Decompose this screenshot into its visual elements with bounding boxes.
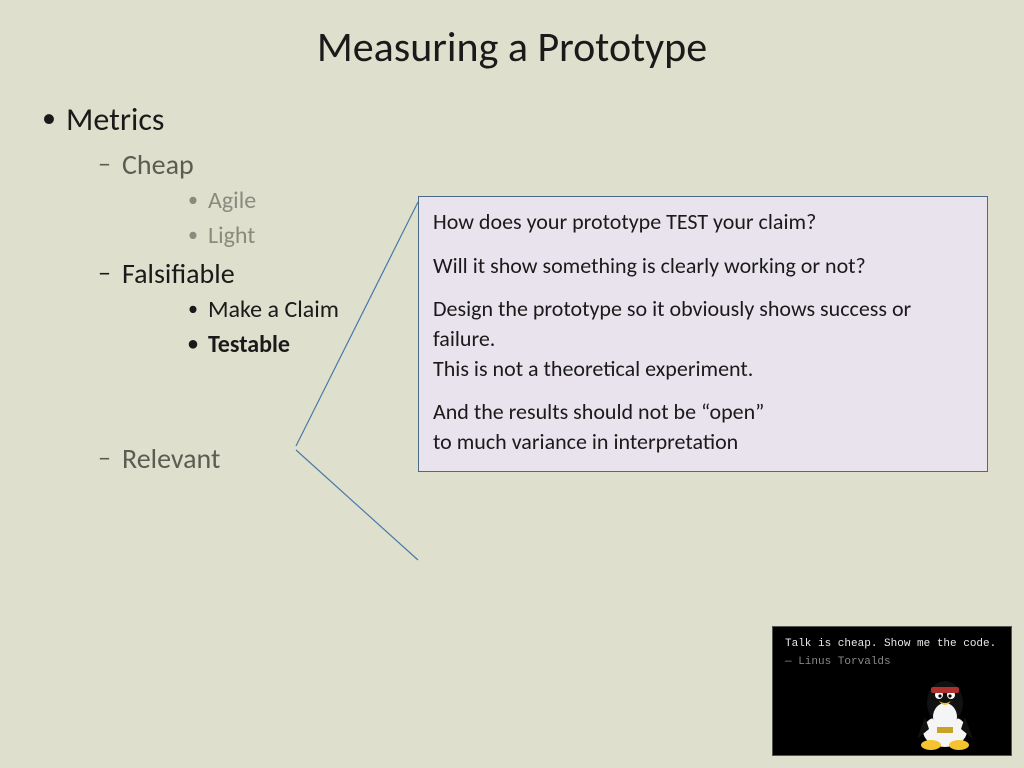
bullet-outline: Metrics Cheap Agile Light Falsifiable Ma…	[38, 100, 339, 482]
bullet-make-claim: Make a Claim	[122, 295, 339, 324]
callout-p2: Will it show something is clearly workin…	[433, 251, 973, 281]
bullet-falsifiable-label: Falsifiable	[122, 256, 235, 291]
bullet-metrics-label: Metrics	[66, 100, 164, 139]
callout-p1: How does your prototype TEST your claim?	[433, 207, 973, 237]
bullet-testable: Testable	[122, 330, 339, 359]
callout-box: How does your prototype TEST your claim?…	[418, 196, 988, 472]
bullet-relevant-label: Relevant	[122, 441, 220, 476]
tux-icon	[907, 669, 983, 751]
slide-title: Measuring a Prototype	[0, 0, 1024, 73]
quote-text: Talk is cheap. Show me the code.	[785, 637, 999, 652]
bullet-cheap-label: Cheap	[122, 147, 194, 182]
callout-p4: And the results should not be “open” to …	[433, 397, 973, 456]
bullet-light: Light	[122, 221, 339, 250]
bullet-falsifiable: Falsifiable Make a Claim Testable	[66, 256, 339, 359]
bullet-metrics: Metrics Cheap Agile Light Falsifiable Ma…	[38, 100, 339, 476]
bullet-cheap: Cheap Agile Light	[66, 147, 339, 250]
quote-attribution: — Linus Torvalds	[785, 656, 999, 668]
quote-card: Talk is cheap. Show me the code. — Linus…	[772, 626, 1012, 756]
bullet-agile: Agile	[122, 186, 339, 215]
callout-p3: Design the prototype so it obviously sho…	[433, 294, 973, 383]
bullet-relevant: Relevant	[66, 441, 339, 476]
